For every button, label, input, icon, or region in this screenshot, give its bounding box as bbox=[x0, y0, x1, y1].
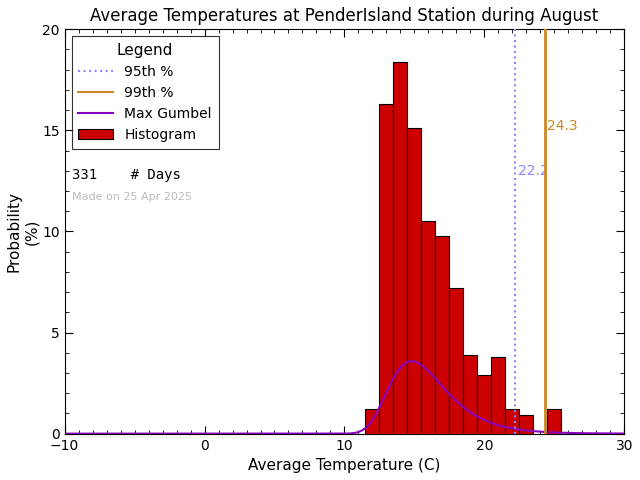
Bar bbox=[421, 221, 435, 433]
Text: 24.3: 24.3 bbox=[547, 120, 578, 133]
Bar bbox=[463, 355, 477, 433]
Bar bbox=[547, 409, 561, 433]
Y-axis label: Probability
(%): Probability (%) bbox=[7, 191, 39, 272]
Legend: 95th %, 99th %, Max Gumbel, Histogram: 95th %, 99th %, Max Gumbel, Histogram bbox=[72, 36, 219, 149]
Bar bbox=[435, 236, 449, 433]
Text: 331    # Days: 331 # Days bbox=[72, 168, 181, 182]
Bar bbox=[492, 357, 506, 433]
Text: 22.2: 22.2 bbox=[518, 164, 548, 178]
Bar bbox=[365, 409, 380, 433]
Title: Average Temperatures at PenderIsland Station during August: Average Temperatures at PenderIsland Sta… bbox=[90, 7, 598, 25]
Bar bbox=[380, 104, 394, 433]
Bar bbox=[449, 288, 463, 433]
Bar bbox=[506, 409, 520, 433]
Bar bbox=[394, 61, 408, 433]
Bar bbox=[408, 128, 421, 433]
Text: Made on 25 Apr 2025: Made on 25 Apr 2025 bbox=[72, 192, 193, 203]
X-axis label: Average Temperature (C): Average Temperature (C) bbox=[248, 458, 441, 473]
Bar bbox=[477, 375, 492, 433]
Bar bbox=[520, 416, 533, 433]
